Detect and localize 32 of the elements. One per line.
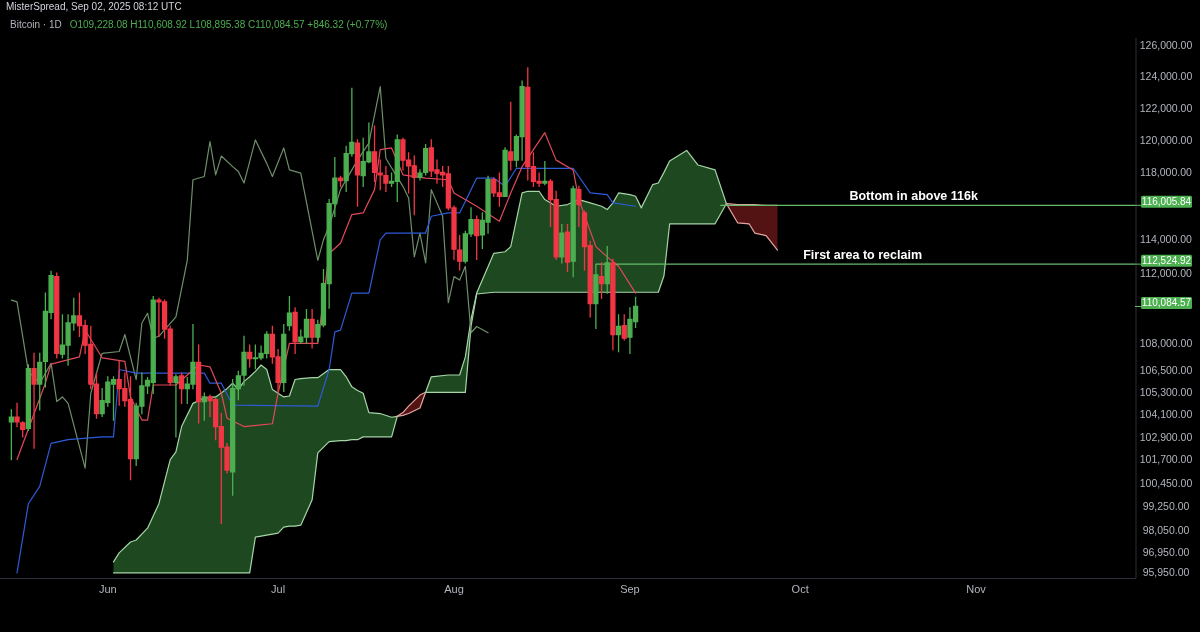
y-tick-label: 108,000.00 xyxy=(1139,337,1193,350)
text: O109,228.08 H110,608.92 L108,895.38 C110,084.57 +846.32 (+0.77%) xyxy=(69,19,388,30)
text: 116,005.84 xyxy=(1141,196,1192,208)
y-tick-label: 99,250.00 xyxy=(1142,500,1190,513)
y-tick-label: 105,300.00 xyxy=(1139,386,1193,398)
text: 112,524.92 xyxy=(1141,255,1192,267)
y-tick-label: 120,000.00 xyxy=(1139,133,1193,146)
y-tick-label: 100,450.00 xyxy=(1139,477,1193,490)
x-tick-label: Aug xyxy=(444,582,464,595)
y-tick-label: 118,000.00 xyxy=(1140,166,1193,179)
y-tick-label: 124,000.00 xyxy=(1139,70,1193,83)
y-tick-label: 104,100.00 xyxy=(1139,408,1193,421)
annotation: Bottom in above 116k xyxy=(849,189,978,204)
text: 110,084.57 xyxy=(1141,297,1192,309)
x-tick-label: Jul xyxy=(271,582,286,595)
y-tick-label: 102,900.00 xyxy=(1139,430,1193,443)
y-tick-label: 95,950.00 xyxy=(1142,565,1190,578)
y-tick-label: 106,500.00 xyxy=(1139,364,1193,377)
y-tick-label: 114,000.00 xyxy=(1140,232,1193,245)
annotation: First area to reclaim xyxy=(803,248,923,263)
x-tick-label: Oct xyxy=(791,582,809,595)
text: MisterSpread, Sep 02, 2025 08:12 UTC xyxy=(6,1,182,12)
x-tick-label: Nov xyxy=(966,582,987,595)
y-tick-label: 126,000.00 xyxy=(1139,39,1193,52)
x-tick-label: Jun xyxy=(98,582,117,595)
y-tick-label: 96,950.00 xyxy=(1142,545,1190,558)
y-tick-label: 101,700.00 xyxy=(1139,453,1193,466)
y-tick-label: 122,000.00 xyxy=(1139,101,1193,114)
y-tick-label: 112,000.00 xyxy=(1140,266,1193,279)
chart-title: Bitcoin · 1D xyxy=(10,19,62,30)
x-tick-label: Sep xyxy=(620,582,640,595)
y-tick-label: 98,050.00 xyxy=(1142,523,1190,536)
